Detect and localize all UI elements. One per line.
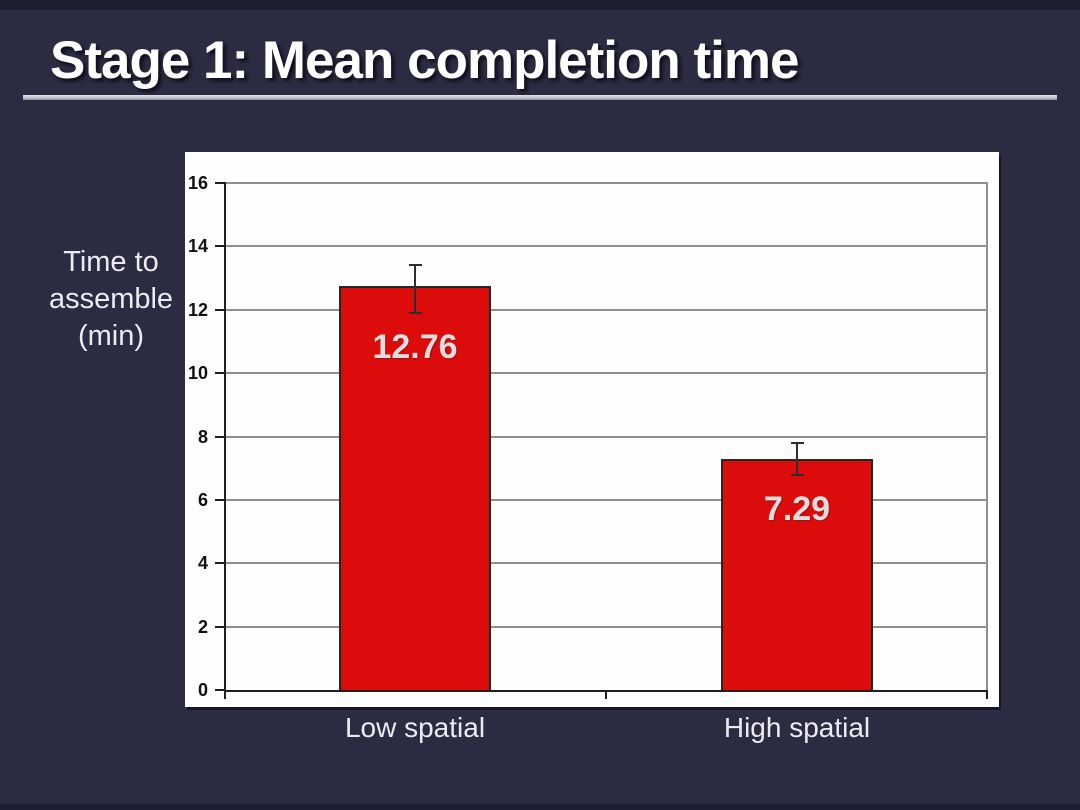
y-axis-tick-label-4: 4 [197,553,208,574]
gridline-4 [224,562,988,565]
bar-value-label-low-spatial: 12.76 [372,327,458,366]
y-axis-tick-label-10: 10 [187,363,208,384]
y-axis-tick-label-14: 14 [187,236,208,257]
category-label-low-spatial: Low spatial [344,712,486,743]
y-axis-title: Time to assemble (min) [48,246,174,352]
gridline-14 [224,245,988,248]
gridline-12 [224,308,988,311]
error-bar-bottom-cap-high-spatial [790,473,804,476]
x-axis-tick-2 [986,692,988,699]
slide-title: Stage 1: Mean completion time [50,31,799,90]
x-axis-category-labels: Low spatial High spatial [224,712,988,744]
y-axis-tick-2 [215,625,224,628]
y-axis-tick-0 [215,689,224,691]
y-axis-tick-6 [215,498,224,501]
y-axis-tick-10 [215,372,224,375]
category-label-high-spatial: High spatial [723,712,871,743]
y-axis-tick-label-2: 2 [197,616,208,637]
x-axis-tick-1 [605,692,607,699]
gridline-10 [224,372,988,375]
gridline-6 [224,498,988,501]
y-axis-tick-label-12: 12 [187,299,208,320]
plot-area-right-border [986,183,988,690]
y-axis-tick-4 [215,562,224,565]
error-bar-high-spatial [796,442,798,475]
x-axis-tick-0 [224,692,226,699]
y-axis-tick-12 [215,308,224,311]
y-axis-tick-label-8: 8 [197,426,208,447]
bar-value-label-high-spatial: 7.29 [763,489,831,528]
x-axis-line [224,690,988,692]
y-axis-line [224,182,226,692]
gridline-2 [224,625,988,628]
error-bar-bottom-cap-low-spatial [408,311,422,314]
error-bar-top-cap-high-spatial [790,441,804,444]
y-axis-tick-8 [215,435,224,438]
y-axis-tick-14 [215,245,224,248]
error-bar-low-spatial [414,265,416,313]
gridline-8 [224,435,988,438]
y-axis-tick-label-0: 0 [197,680,208,700]
slide-top-edge [0,0,1080,10]
slide-bottom-edge [0,804,1080,810]
title-underline [23,95,1057,100]
y-axis-tick-label-6: 6 [197,489,208,510]
error-bar-top-cap-low-spatial [408,264,422,267]
chart-panel: 0 2 4 6 8 10 12 14 16 12.76 7.29 [185,152,999,707]
plot-area: 0 2 4 6 8 10 12 14 16 12.76 7.29 [188,173,988,700]
y-axis-tick-16 [215,182,224,184]
y-axis-tick-label-16: 16 [187,173,208,193]
gridline-16 [224,182,988,184]
